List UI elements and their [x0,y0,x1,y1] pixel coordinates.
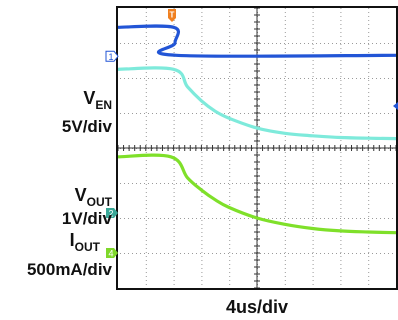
iout-trace [117,153,397,235]
ven-trace [117,24,397,58]
ch2-name-sub: OUT [87,195,113,209]
ch1-right-arrow [393,102,398,110]
ch1-name-sub: EN [95,98,112,112]
ch1-scale: 5V/div [62,117,113,136]
plot-frame [116,6,398,290]
ch2-name-main: V [75,185,87,205]
ch1-label: VEN [83,88,112,112]
x-axis-label: 4us/div [226,297,288,317]
ch1-marker-label: 1 [108,52,113,62]
ch4-scale: 500mA/div [27,260,113,279]
vout-trace [117,66,397,141]
ch4-ground-marker: 4 [106,248,118,259]
ch4-name-sub: OUT [75,240,101,254]
ch2-label: VOUT [75,185,113,209]
ch1-ground-marker: 1 [105,50,119,62]
waveform-traces [117,24,397,235]
ch2-ground-marker: 2 [106,208,118,219]
trigger-marker-label: T [170,11,175,20]
ch4-marker-label: 4 [108,249,113,259]
ch4-name-main: I [70,230,75,250]
ch2-scale: 1V/div [62,209,113,228]
ch1-name-main: V [83,88,95,108]
ch4-label: IOUT [70,230,101,254]
trigger-marker: T [168,9,176,22]
ch2-marker-label: 2 [108,209,113,219]
